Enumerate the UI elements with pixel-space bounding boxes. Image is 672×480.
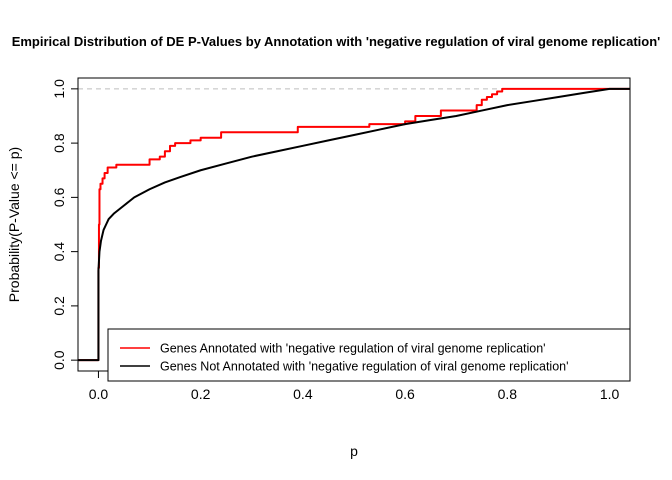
x-axis-label: p	[350, 443, 358, 459]
legend: Genes Annotated with 'negative regulatio…	[107, 328, 631, 382]
legend-label-annotated: Genes Annotated with 'negative regulatio…	[160, 342, 546, 356]
y-tick-label-0.8: 0.8	[51, 133, 67, 153]
series-line-not-annotated	[78, 87, 630, 362]
y-tick-label-0.0: 0.0	[51, 350, 67, 370]
chart-title: Empirical Distribution of DE P-Values by…	[12, 34, 661, 49]
y-tick-label-0.6: 0.6	[51, 187, 67, 207]
y-tick-label-0.4: 0.4	[51, 242, 67, 262]
plot-area	[78, 87, 630, 362]
legend-label-not-annotated: Genes Not Annotated with 'negative regul…	[160, 360, 569, 374]
y-axis-label: Probability(P-Value <= p)	[6, 147, 22, 302]
x-tick-label-1.0: 1.0	[600, 386, 620, 402]
x-tick-label-0.4: 0.4	[293, 386, 313, 402]
y-tick-label-1.0: 1.0	[51, 79, 67, 99]
plot-border	[77, 77, 631, 372]
x-tick-label-0.2: 0.2	[191, 386, 211, 402]
y-axis: 0.0 0.2 0.4 0.6 0.8 1.0	[51, 79, 79, 370]
x-tick-label-0.6: 0.6	[395, 386, 415, 402]
series-line-annotated	[78, 87, 630, 362]
legend-box	[107, 328, 631, 382]
plot-inner	[78, 87, 630, 362]
x-tick-label-0.8: 0.8	[498, 386, 518, 402]
x-tick-label-0.0: 0.0	[89, 386, 109, 402]
y-tick-label-0.2: 0.2	[51, 296, 67, 316]
